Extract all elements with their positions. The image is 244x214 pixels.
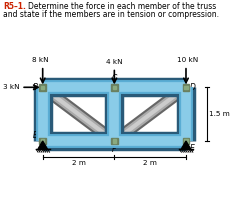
Text: E: E <box>190 144 195 153</box>
Bar <box>41 139 44 143</box>
Bar <box>183 84 189 91</box>
Text: F: F <box>112 145 117 154</box>
Bar <box>184 86 188 89</box>
Bar <box>40 138 46 144</box>
Bar <box>113 86 116 89</box>
Text: 8 kN: 8 kN <box>31 57 48 63</box>
Text: 2 m: 2 m <box>71 160 85 166</box>
Text: 3 kN: 3 kN <box>3 84 20 90</box>
Bar <box>183 138 189 144</box>
Text: and state if the members are in tension or compression.: and state if the members are in tension … <box>3 10 219 19</box>
Bar <box>41 86 44 89</box>
Text: R5–1.: R5–1. <box>3 2 26 11</box>
Text: 4 kN: 4 kN <box>106 59 123 65</box>
Polygon shape <box>38 141 47 149</box>
Bar <box>40 84 46 91</box>
Text: D: D <box>190 83 196 92</box>
Text: B: B <box>32 83 38 92</box>
Text: Determine the force in each member of the truss: Determine the force in each member of th… <box>28 2 216 11</box>
Text: 10 kN: 10 kN <box>177 57 198 63</box>
Text: 2 m: 2 m <box>143 160 157 166</box>
Text: A: A <box>38 144 43 153</box>
Text: C: C <box>112 74 117 83</box>
Bar <box>113 139 116 143</box>
Polygon shape <box>181 141 191 149</box>
Bar <box>111 84 118 91</box>
Bar <box>111 138 118 144</box>
Bar <box>184 139 188 143</box>
Text: 1.5 m: 1.5 m <box>209 111 230 117</box>
Text: B: B <box>32 131 38 140</box>
